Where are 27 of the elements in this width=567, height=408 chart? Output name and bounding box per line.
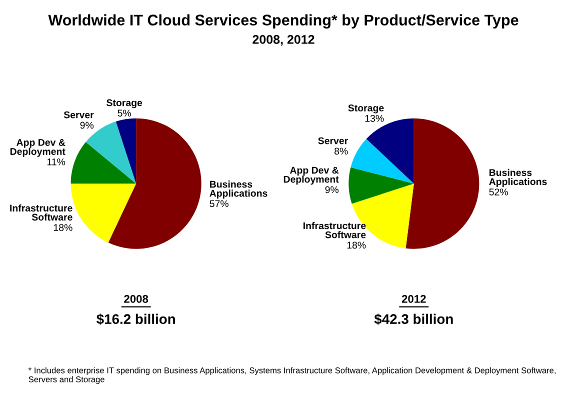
text: $42.3 billion bbox=[374, 314, 453, 325]
data-label: 11% bbox=[47, 158, 66, 166]
data-label: 57% bbox=[210, 200, 228, 208]
slice-label: App Dev & Deployment bbox=[10, 139, 66, 157]
data-label: 13% bbox=[365, 114, 384, 122]
slice-label: Storage bbox=[348, 104, 384, 114]
slice-label: Server bbox=[64, 111, 94, 118]
data-label: 8% bbox=[334, 148, 348, 155]
data-label: 5% bbox=[118, 110, 132, 117]
slice-label: Business Applications bbox=[489, 168, 547, 188]
chart-subtitle: 2008, 2012 bbox=[252, 35, 314, 46]
slice-label: App Dev & Deployment bbox=[284, 166, 339, 185]
text: 2008 bbox=[124, 294, 148, 303]
data-label: 52% bbox=[489, 188, 508, 196]
slice-label: Infrastructure Software bbox=[10, 204, 72, 221]
slice-label: Storage bbox=[106, 99, 142, 108]
data-label: 18% bbox=[54, 224, 72, 231]
text: $16.2 billion bbox=[96, 314, 175, 325]
data-label: 18% bbox=[347, 242, 366, 249]
data-label: 9% bbox=[325, 186, 339, 194]
data-label: 9% bbox=[80, 122, 94, 129]
slice-label: Business Applications bbox=[210, 180, 268, 199]
text: 2012 bbox=[402, 294, 426, 303]
chart-title: Worldwide IT Cloud Services Spending* by Product/Service Type bbox=[48, 14, 518, 29]
slice-label: Infrastructure Software bbox=[304, 222, 366, 238]
slice-label: Server bbox=[318, 137, 348, 144]
text: * Includes enterprise IT spending on Business Applications, Systems Infrastructure Software, Application Development & Deployment Software, Servers and Storage bbox=[28, 367, 556, 384]
